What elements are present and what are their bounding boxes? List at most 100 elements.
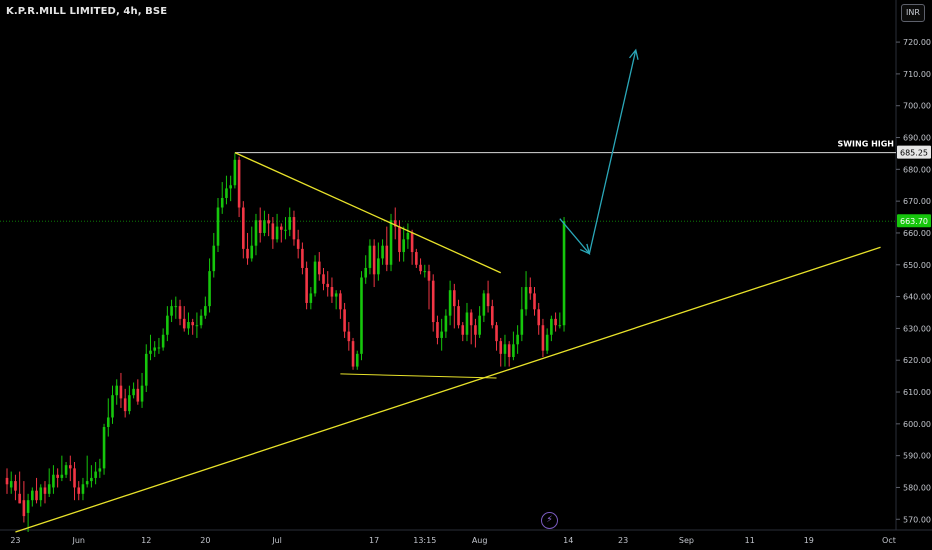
candle-body — [398, 226, 401, 253]
candle-body — [423, 271, 427, 273]
candle-body — [554, 318, 557, 326]
candle-body — [385, 245, 389, 265]
candle-body — [258, 220, 262, 233]
candle-body — [52, 474, 55, 488]
candle-body — [431, 280, 435, 323]
candle-body — [31, 490, 34, 501]
lightning-icon[interactable]: ⚡ — [541, 512, 558, 529]
candle-body — [39, 487, 43, 501]
candle-body — [440, 331, 443, 338]
x-tick-label: 23 — [618, 536, 628, 545]
candle-body — [292, 217, 296, 240]
x-tick-label: 19 — [804, 536, 814, 545]
y-tick-label: 710.00 — [903, 70, 931, 79]
current-price-tag-bg — [897, 214, 931, 228]
candle-body — [81, 484, 85, 494]
candle-body — [254, 220, 258, 246]
candle-body — [444, 315, 448, 332]
candle-body — [296, 239, 300, 249]
candle-body — [503, 344, 507, 354]
candle-body — [499, 341, 503, 354]
candle-body — [123, 398, 127, 412]
candle-body — [512, 344, 515, 358]
candle-body — [410, 232, 414, 253]
candle-body — [5, 477, 9, 485]
candle-body — [149, 350, 152, 354]
candle-body — [161, 334, 165, 348]
candle-body — [334, 293, 338, 297]
candle-body — [469, 312, 473, 326]
candle-body — [35, 490, 38, 501]
y-tick-label: 610.00 — [903, 388, 931, 397]
ascending-trendline — [15, 246, 881, 533]
candle-body — [393, 220, 397, 227]
candle-body — [178, 306, 182, 319]
candle-body — [225, 188, 228, 198]
candle-body — [263, 220, 266, 233]
candle-body — [216, 207, 220, 246]
candle-body — [9, 481, 13, 488]
candle-body — [233, 159, 237, 186]
y-tick-label: 640.00 — [903, 293, 931, 302]
candle-body — [343, 309, 346, 332]
candle-body — [220, 197, 224, 208]
candle-body — [115, 385, 119, 396]
candle-body — [562, 221, 566, 326]
candle-body — [90, 477, 93, 482]
candle-body — [170, 306, 173, 316]
x-tick-label: Oct — [882, 536, 896, 545]
candle-body — [280, 226, 283, 230]
candle-body — [322, 274, 325, 284]
candle-body — [486, 293, 490, 307]
y-tick-label: 590.00 — [903, 452, 931, 461]
candle-body — [102, 427, 106, 469]
candle-body — [360, 277, 363, 354]
candle-body — [132, 388, 135, 396]
candle-body — [474, 325, 477, 335]
candle-body — [516, 334, 519, 345]
candle-body — [478, 315, 481, 335]
candle-body — [136, 388, 140, 402]
candle-body — [368, 245, 372, 268]
candle-body — [533, 293, 536, 310]
candle-body — [195, 325, 199, 327]
candle-body — [43, 487, 47, 494]
candle-body — [250, 245, 254, 259]
lower-support-line — [340, 373, 497, 379]
candle-body — [389, 220, 393, 265]
candle-body — [22, 500, 26, 517]
candle-body — [317, 261, 321, 275]
candle-body — [482, 293, 486, 316]
candle-body — [174, 306, 178, 308]
symbol-title[interactable]: K.P.R.MILL LIMITED, 4h, BSE — [6, 6, 168, 17]
candle-body — [427, 271, 431, 281]
candle-body — [14, 481, 17, 491]
y-tick-label: 600.00 — [903, 420, 931, 429]
x-tick-label: 12 — [141, 536, 151, 545]
candle-body — [166, 315, 169, 335]
descending-trendline — [234, 152, 502, 274]
current-price-tag-text: 663.70 — [900, 217, 928, 226]
y-tick-label: 650.00 — [903, 261, 931, 270]
candle-body — [402, 239, 405, 253]
swing-high-label: SWING HIGH — [837, 140, 894, 149]
candle-body — [381, 245, 384, 259]
candle-body — [229, 185, 232, 189]
candle-body — [187, 322, 190, 329]
candle-body — [448, 290, 452, 316]
swing-high-price-tag-text: 685.25 — [900, 149, 928, 158]
candle-body — [182, 318, 186, 329]
projection-arrow-head-tip — [629, 48, 639, 60]
candle-body — [85, 481, 89, 485]
candle-body — [237, 159, 241, 208]
candle-body — [541, 325, 545, 351]
candle-body — [246, 248, 249, 259]
candle-body — [144, 353, 148, 386]
candle-body — [64, 465, 68, 475]
candle-body — [199, 315, 203, 326]
candle-body — [301, 248, 304, 268]
currency-badge[interactable]: INR — [901, 4, 925, 22]
candle-body — [419, 264, 422, 272]
